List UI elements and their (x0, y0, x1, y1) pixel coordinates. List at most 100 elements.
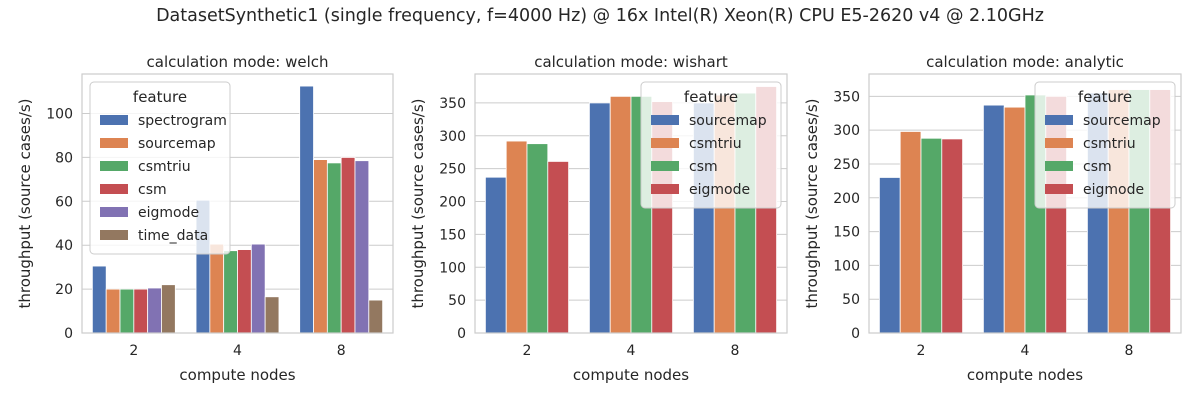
legend-label-time_data: time_data (138, 228, 208, 244)
bar-sourcemap-2 (879, 177, 901, 334)
y-tick-label: 80 (55, 150, 73, 166)
bar-csmtriu-2 (505, 140, 528, 334)
bar-csm-2 (920, 137, 943, 334)
y-tick-label: 150 (439, 227, 466, 243)
y-tick-label: 100 (46, 107, 73, 123)
y-tick-label: 250 (833, 157, 860, 173)
y-tick-label: 50 (842, 292, 860, 308)
y-tick-label: 150 (833, 225, 860, 241)
legend-title: feature (1078, 88, 1132, 106)
legend: feature sourcemap csmtriu csm eigmode (1034, 81, 1176, 209)
bar-spectrogram-8 (299, 85, 314, 334)
x-tick-label: 4 (1021, 343, 1030, 359)
legend-swatch-eigmode (1045, 184, 1073, 194)
y-axis-label: throughput (source cases/s) (16, 98, 34, 308)
bar-csmtriu-8 (326, 162, 342, 334)
bar-eigmode-8 (354, 160, 370, 334)
bar-sourcemap-2 (484, 176, 507, 334)
panel-3: 0 50 100 150 200 250 300 350 2 4 8 calculation mode… (803, 53, 1182, 384)
panel-2: 0 50 100 150 200 250 300 350 2 4 8 calculation mode… (409, 53, 788, 384)
panel-title: calculation mode: welch (147, 53, 329, 71)
legend-label-eigmode: eigmode (1083, 182, 1144, 198)
bar-csmtriu-2 (899, 131, 922, 334)
x-tick-label: 2 (917, 343, 926, 359)
bar-time_data-8 (368, 299, 384, 334)
bar-csmtriu-2 (119, 288, 135, 334)
legend-title: feature (133, 88, 187, 106)
legend-swatch-csmtriu (1045, 138, 1073, 148)
legend: feature spectrogram sourcemap csmtriu csm eig… (89, 81, 231, 255)
legend-swatch-csm (1045, 161, 1073, 171)
bar-spectrogram-2 (91, 265, 107, 334)
y-tick-label: 100 (833, 258, 860, 274)
x-axis-label: compute nodes (573, 366, 689, 384)
y-tick-label: 100 (439, 260, 466, 276)
legend-swatch-eigmode (651, 184, 679, 194)
bar-time_data-4 (264, 296, 280, 334)
legend-swatch-spectrogram (100, 115, 128, 125)
legend-label-sourcemap: sourcemap (689, 113, 767, 129)
legend-label-csm: csm (1083, 159, 1112, 175)
axes-frame (868, 73, 1182, 334)
x-tick-label: 8 (1125, 343, 1134, 359)
bar-csm-8 (340, 157, 356, 334)
y-tick-label: 40 (55, 238, 73, 254)
legend-swatch-csmtriu (100, 161, 128, 171)
axes-frame (81, 73, 394, 334)
legend-label-eigmode: eigmode (689, 182, 750, 198)
bar-csm-2 (133, 288, 149, 334)
legend: feature sourcemap csmtriu csm eigmode (640, 81, 782, 209)
bar-time_data-2 (161, 284, 176, 334)
bar-eigmode-2 (941, 138, 963, 334)
y-tick-label: 60 (55, 194, 73, 210)
legend-box (1034, 81, 1176, 209)
y-axis-label: throughput (source cases/s) (803, 98, 821, 308)
legend-swatch-csm (100, 184, 128, 194)
x-tick-label: 4 (233, 343, 242, 359)
legend-swatch-sourcemap (651, 115, 679, 125)
legend-label-sourcemap: sourcemap (1083, 113, 1161, 129)
bar-csmtriu-4 (609, 95, 632, 334)
x-tick-label: 8 (337, 343, 346, 359)
bar-csm-4 (237, 249, 252, 334)
y-tick-label: 50 (448, 293, 466, 309)
y-tick-label: 250 (439, 162, 466, 178)
x-tick-label: 2 (129, 343, 138, 359)
legend-label-csmtriu: csmtriu (689, 136, 742, 152)
panel-title: calculation mode: wishart (534, 53, 728, 71)
x-tick-label: 4 (627, 343, 636, 359)
panel-title: calculation mode: analytic (926, 53, 1124, 71)
bar-csmtriu-4 (223, 250, 238, 334)
y-tick-label: 350 (439, 96, 466, 112)
y-tick-label: 20 (55, 282, 73, 298)
y-tick-label: 200 (833, 191, 860, 207)
y-tick-label: 0 (851, 326, 860, 342)
legend-label-csmtriu: csmtriu (138, 159, 191, 175)
legend-swatch-csm (651, 161, 679, 171)
legend-label-spectrogram: spectrogram (138, 113, 227, 129)
y-tick-label: 0 (457, 326, 466, 342)
bar-sourcemap-4 (983, 104, 1005, 334)
bar-csmtriu-4 (1003, 106, 1026, 334)
legend-swatch-sourcemap (100, 138, 128, 148)
bar-sourcemap-2 (105, 288, 121, 334)
x-axis-label: compute nodes (967, 366, 1083, 384)
bar-sourcemap-4 (209, 243, 225, 334)
bar-csm-2 (526, 143, 549, 334)
x-tick-label: 2 (523, 343, 532, 359)
y-tick-label: 300 (833, 123, 860, 139)
legend-label-csm: csm (138, 182, 167, 198)
y-tick-label: 350 (833, 89, 860, 105)
y-axis-label: throughput (source cases/s) (409, 98, 427, 308)
legend-swatch-csmtriu (651, 138, 679, 148)
y-tick-label: 0 (64, 326, 73, 342)
legend-swatch-time_data (100, 230, 128, 240)
bar-eigmode-2 (147, 287, 162, 334)
legend-label-csmtriu: csmtriu (1083, 136, 1136, 152)
bar-eigmode-4 (250, 243, 266, 334)
legend-label-csm: csm (689, 159, 718, 175)
x-tick-label: 8 (731, 343, 740, 359)
legend-swatch-eigmode (100, 207, 128, 217)
